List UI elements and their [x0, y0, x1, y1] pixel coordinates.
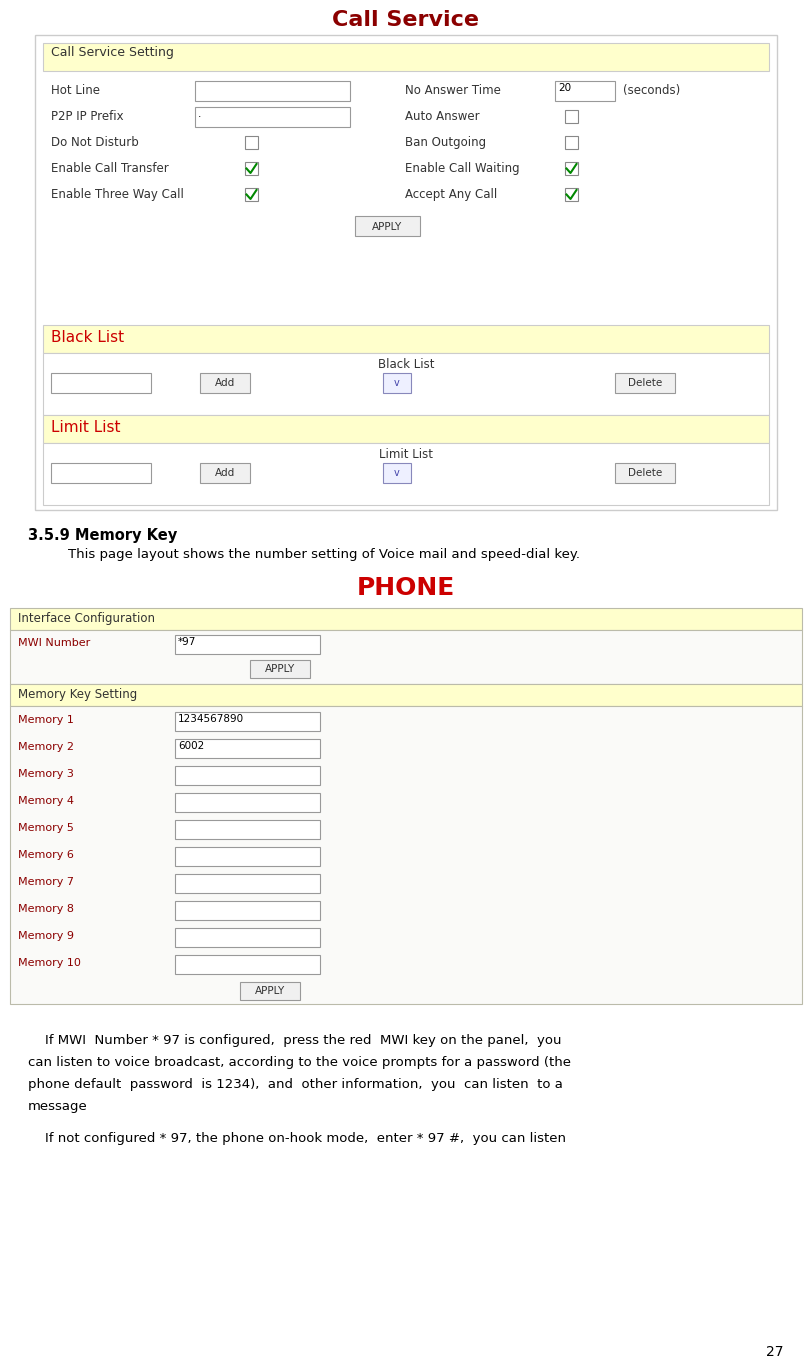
Text: Limit List: Limit List — [379, 447, 432, 461]
Text: Memory 6: Memory 6 — [18, 850, 74, 860]
Text: Auto Answer: Auto Answer — [405, 109, 479, 123]
Text: Memory Key Setting: Memory Key Setting — [18, 688, 137, 700]
Text: Interface Configuration: Interface Configuration — [18, 611, 155, 625]
Bar — [175, 874, 320, 893]
Bar — [10, 684, 801, 706]
Bar — [195, 107, 350, 127]
Text: APPLY: APPLY — [255, 986, 285, 996]
Bar — [564, 109, 577, 123]
Bar — [175, 819, 320, 839]
Bar — [250, 659, 310, 679]
Bar — [175, 955, 320, 974]
Text: message: message — [28, 1100, 88, 1114]
Bar — [245, 187, 258, 201]
Bar — [383, 373, 410, 393]
Text: Memory 10: Memory 10 — [18, 958, 81, 969]
Text: Delete: Delete — [627, 379, 661, 389]
Bar — [240, 982, 299, 1000]
Text: APPLY: APPLY — [372, 222, 402, 231]
Bar — [175, 847, 320, 866]
Text: Memory 3: Memory 3 — [18, 769, 74, 778]
Text: .: . — [198, 109, 201, 119]
Bar — [245, 161, 258, 175]
Text: No Answer Time: No Answer Time — [405, 83, 500, 97]
Text: Memory 5: Memory 5 — [18, 824, 74, 833]
Bar — [10, 631, 801, 684]
Text: (seconds): (seconds) — [622, 83, 680, 97]
Text: Black List: Black List — [377, 358, 434, 371]
Text: P2P IP Prefix: P2P IP Prefix — [51, 109, 123, 123]
Text: 27: 27 — [766, 1345, 783, 1358]
Bar — [175, 766, 320, 785]
Text: Delete: Delete — [627, 468, 661, 479]
Text: Limit List: Limit List — [51, 420, 120, 435]
Bar — [43, 353, 768, 415]
Text: Enable Call Waiting: Enable Call Waiting — [405, 161, 519, 175]
Bar — [175, 739, 320, 758]
Bar — [564, 187, 577, 201]
Text: 3.5.9 Memory Key: 3.5.9 Memory Key — [28, 528, 177, 543]
Text: v: v — [393, 468, 399, 479]
Text: *97: *97 — [178, 637, 196, 647]
Text: Ban Outgoing: Ban Outgoing — [405, 135, 486, 149]
Text: Accept Any Call: Accept Any Call — [405, 187, 496, 201]
Bar — [175, 928, 320, 947]
Text: Memory 7: Memory 7 — [18, 877, 74, 886]
Bar — [200, 373, 250, 393]
Text: phone default  password  is 1234),  and  other information,  you  can listen  to: phone default password is 1234), and oth… — [28, 1078, 562, 1092]
Bar — [614, 373, 674, 393]
Bar — [43, 326, 768, 353]
Bar — [245, 135, 258, 149]
Text: Memory 1: Memory 1 — [18, 715, 74, 725]
Bar — [554, 81, 614, 101]
Bar — [175, 635, 320, 654]
Text: Hot Line: Hot Line — [51, 83, 100, 97]
Text: Add: Add — [215, 379, 235, 389]
Bar — [35, 36, 776, 510]
Text: Memory 8: Memory 8 — [18, 904, 74, 914]
Text: 6002: 6002 — [178, 741, 204, 751]
Text: Enable Call Transfer: Enable Call Transfer — [51, 161, 169, 175]
Bar — [10, 607, 801, 631]
Text: Black List: Black List — [51, 330, 124, 345]
Text: Do Not Disturb: Do Not Disturb — [51, 135, 139, 149]
Text: can listen to voice broadcast, according to the voice prompts for a password (th: can listen to voice broadcast, according… — [28, 1056, 570, 1068]
Text: If MWI  Number * 97 is configured,  press the red  MWI key on the panel,  you: If MWI Number * 97 is configured, press … — [28, 1034, 561, 1047]
Bar — [175, 711, 320, 731]
Text: 1234567890: 1234567890 — [178, 714, 244, 724]
Text: Add: Add — [215, 468, 235, 479]
Bar — [195, 81, 350, 101]
Text: Memory 9: Memory 9 — [18, 932, 74, 941]
Bar — [383, 462, 410, 483]
Bar — [43, 42, 768, 71]
Text: MWI Number: MWI Number — [18, 637, 90, 648]
Bar — [43, 443, 768, 505]
Text: 20: 20 — [557, 83, 570, 93]
Text: Call Service: Call Service — [332, 10, 479, 30]
Bar — [175, 902, 320, 921]
Bar — [614, 462, 674, 483]
Text: v: v — [393, 379, 399, 389]
Text: Memory 4: Memory 4 — [18, 796, 74, 806]
Bar — [564, 135, 577, 149]
Bar — [51, 373, 151, 393]
Text: This page layout shows the number setting of Voice mail and speed-dial key.: This page layout shows the number settin… — [68, 549, 579, 561]
Text: If not configured * 97, the phone on-hook mode,  enter * 97 #,  you can listen: If not configured * 97, the phone on-hoo… — [28, 1131, 565, 1145]
Bar — [43, 415, 768, 443]
Bar — [10, 706, 801, 1004]
Text: PHONE: PHONE — [357, 576, 454, 601]
Bar — [51, 462, 151, 483]
Text: Enable Three Way Call: Enable Three Way Call — [51, 187, 183, 201]
Bar — [564, 161, 577, 175]
Bar — [200, 462, 250, 483]
Text: Memory 2: Memory 2 — [18, 741, 74, 752]
Text: Call Service Setting: Call Service Setting — [51, 47, 174, 59]
Text: APPLY: APPLY — [264, 665, 294, 674]
Bar — [175, 793, 320, 813]
Bar — [354, 216, 419, 237]
